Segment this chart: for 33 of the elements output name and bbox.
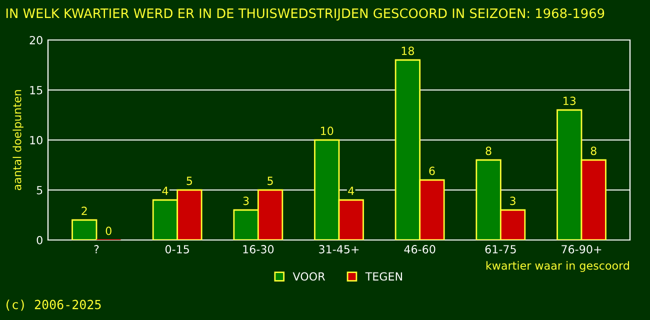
x-tick-label: 0-15: [165, 245, 189, 254]
data-label: 4: [348, 186, 354, 195]
y-axis-title: aantal doelpunten: [12, 90, 24, 190]
legend-label: VOOR: [292, 272, 326, 281]
chart-title: IN WELK KWARTIER WERD ER IN DE THUISWEDSTRIJDEN GESCOORD IN SEIZOEN: 1968-1969: [6, 8, 604, 21]
data-label: 18: [402, 46, 414, 56]
y-tick-label: 15: [30, 86, 42, 94]
legend-label: TEGEN: [365, 272, 402, 281]
data-label: 8: [590, 146, 596, 156]
x-tick-label: 16-30: [243, 245, 274, 254]
data-label: 10: [321, 126, 334, 136]
x-tick-label: 31-45+: [319, 245, 359, 254]
x-axis-title: kwartier waar in gescoord: [486, 261, 629, 272]
data-label: 3: [510, 196, 516, 206]
x-tick-label: 61-75: [485, 245, 516, 254]
data-label: 13: [564, 96, 576, 106]
y-tick-label: 0: [36, 236, 42, 244]
text: (c) 2006-2025: [6, 300, 101, 311]
data-label: 0: [106, 226, 112, 236]
data-label: 5: [268, 176, 273, 186]
bar: [72, 219, 98, 240]
data-label: 8: [486, 146, 492, 156]
x-tick-label: ?: [94, 245, 99, 254]
y-tick-label: 20: [30, 36, 42, 44]
y-tick-label: 5: [36, 186, 42, 194]
data-label: 5: [186, 176, 192, 186]
x-tick-label: 76-90+: [562, 245, 602, 254]
x-tick-label: 46-60: [404, 245, 436, 254]
data-label: 4: [162, 186, 168, 195]
y-tick-label: 10: [30, 136, 42, 144]
data-label: 2: [82, 206, 87, 215]
data-label: 3: [243, 196, 249, 206]
data-label: 6: [429, 166, 435, 176]
